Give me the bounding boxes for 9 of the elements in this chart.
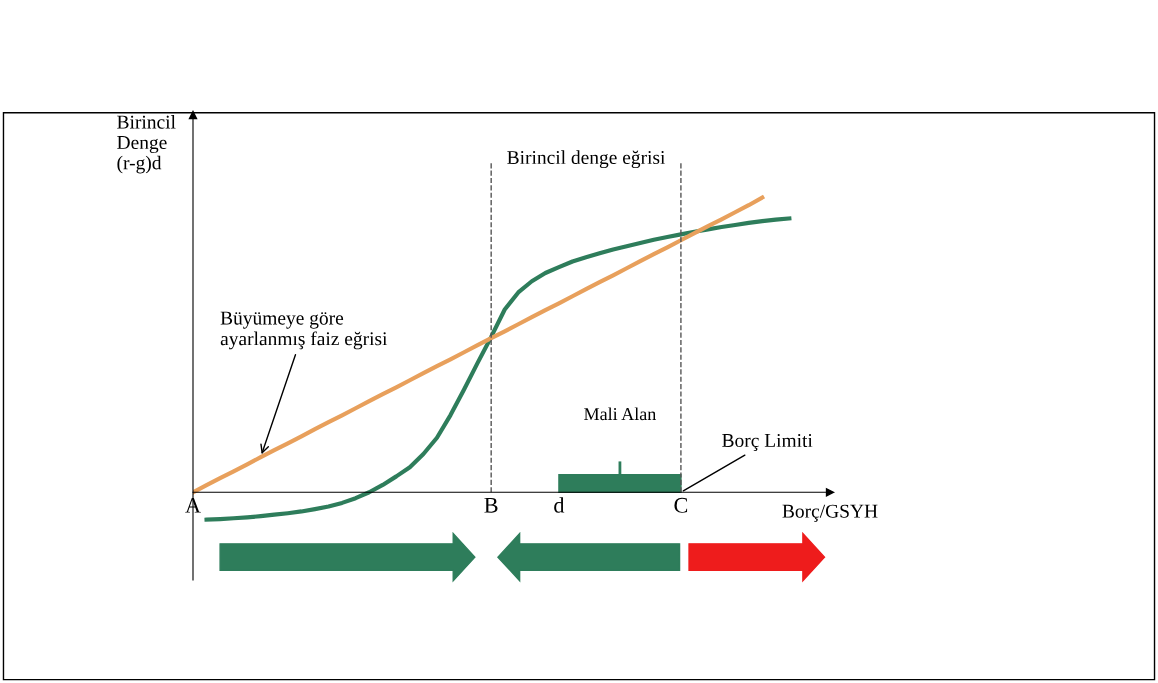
text: Birincil denge eğrisi — [507, 150, 666, 169]
x-tick-label: d — [554, 497, 565, 513]
annotation: Mali Alan — [584, 407, 657, 421]
x-tick-label: C — [674, 497, 688, 513]
x-tick-label: B — [484, 498, 498, 513]
x-axis-title: Borç/GSYH — [782, 504, 878, 522]
annotation: Büyümeye göre ayarlanmış faiz eğrisi — [220, 311, 388, 350]
annotation: Borç Limiti — [722, 433, 813, 451]
y-axis-title: Birincil Denge (r-g)d — [117, 115, 176, 174]
